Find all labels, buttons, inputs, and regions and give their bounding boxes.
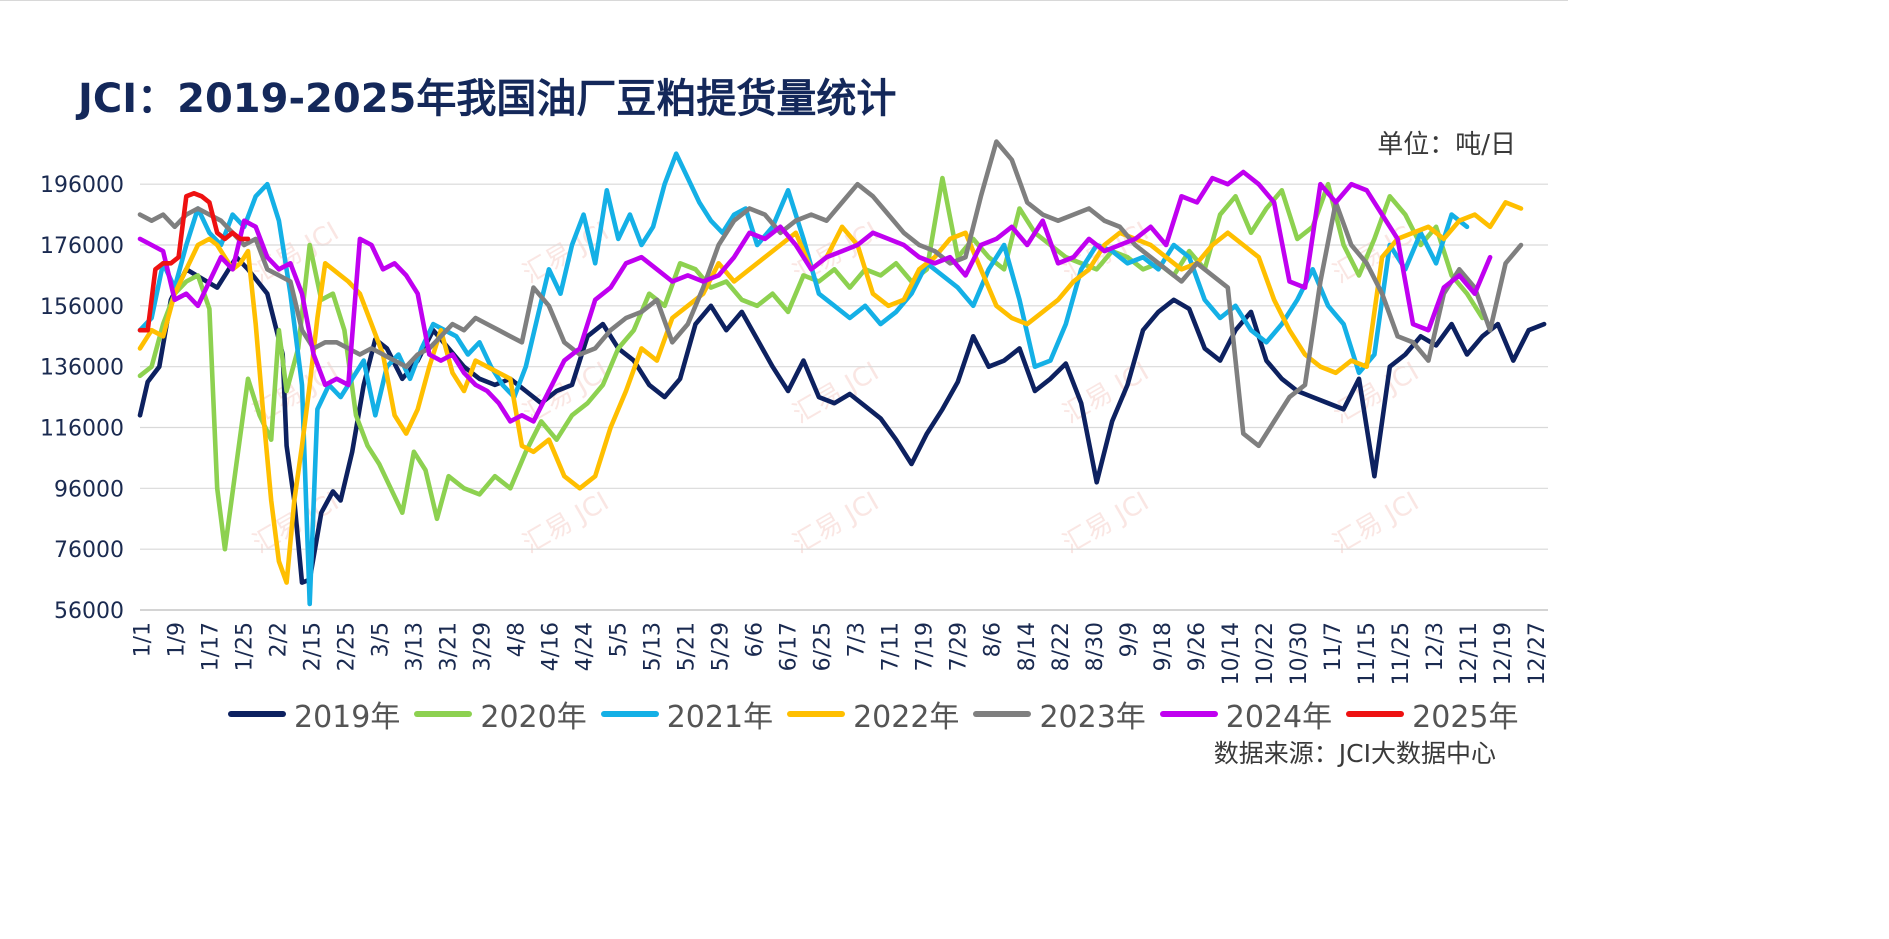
legend-label: 2021年 bbox=[666, 700, 774, 735]
series-line-2020年 bbox=[137, 175, 1485, 552]
legend-label: 2020年 bbox=[480, 700, 587, 735]
legend-label: 2019年 bbox=[294, 700, 401, 735]
x-tick-label: 3/21 bbox=[437, 622, 462, 671]
legend-item: 2024年 bbox=[1159, 692, 1333, 736]
y-tick-label: 136000 bbox=[40, 356, 124, 381]
x-tick-label: 3/5 bbox=[369, 622, 394, 657]
x-tick-label: 1/25 bbox=[233, 622, 258, 671]
x-tick-label: 7/19 bbox=[913, 622, 938, 671]
x-tick-label: 5/5 bbox=[607, 622, 632, 657]
legend-swatch bbox=[787, 711, 846, 717]
unit-label: 单位：吨/日 bbox=[1377, 130, 1516, 160]
legend-label: 2025年 bbox=[1412, 700, 1519, 735]
x-tick-label: 5/29 bbox=[709, 622, 734, 671]
x-tick-label: 12/27 bbox=[1525, 622, 1550, 685]
x-tick-label: 7/29 bbox=[947, 622, 972, 671]
legend-item: 2019年 bbox=[228, 692, 400, 736]
x-tick-label: 9/18 bbox=[1151, 622, 1176, 671]
x-tick-label: 12/3 bbox=[1423, 622, 1448, 671]
x-tick-label: 7/11 bbox=[879, 622, 904, 671]
x-tick-label: 1/9 bbox=[165, 622, 190, 657]
x-tick-label: 6/6 bbox=[743, 622, 768, 657]
x-tick-label: 10/22 bbox=[1253, 622, 1278, 685]
x-tick-label: 1/1 bbox=[131, 622, 156, 657]
y-tick-label: 196000 bbox=[40, 173, 124, 198]
x-tick-label: 11/7 bbox=[1321, 622, 1346, 671]
x-tick-label: 11/25 bbox=[1389, 622, 1414, 685]
y-tick-label: 116000 bbox=[40, 417, 124, 442]
x-tick-label: 12/11 bbox=[1457, 622, 1482, 685]
legend-swatch bbox=[414, 711, 473, 717]
legend-item: 2023年 bbox=[973, 692, 1146, 736]
x-tick-label: 3/29 bbox=[471, 622, 496, 671]
x-axis: 1/1 1/9 1/17 1/25 2/2 2/15 2/25 3/5 3/13 3/21 3/29… bbox=[131, 609, 1550, 685]
legend-swatch bbox=[1346, 711, 1405, 717]
y-tick-label: 96000 bbox=[54, 477, 124, 502]
series-line-2022年 bbox=[137, 200, 1524, 585]
legend-item: 2025年 bbox=[1346, 692, 1519, 736]
y-tick-label: 76000 bbox=[54, 538, 124, 563]
chart-title: JCI：2019-2025年我国油厂豆粕提货量统计 bbox=[78, 76, 897, 122]
x-tick-label: 6/17 bbox=[777, 622, 802, 671]
x-tick-label: 3/13 bbox=[403, 622, 428, 671]
x-tick-label: 6/25 bbox=[811, 622, 836, 671]
watermark: 汇易 JCI bbox=[1058, 217, 1154, 290]
x-tick-label: 4/16 bbox=[539, 622, 564, 671]
top-border bbox=[0, 0, 1568, 1]
legend-label: 2022年 bbox=[853, 700, 960, 735]
legend-swatch bbox=[600, 711, 659, 717]
series-layer bbox=[137, 139, 1547, 607]
legend-item: 2021年 bbox=[600, 692, 774, 736]
x-tick-label: 9/9 bbox=[1117, 622, 1142, 657]
x-tick-label: 8/22 bbox=[1049, 622, 1074, 671]
x-tick-label: 10/14 bbox=[1219, 622, 1244, 685]
watermark: 汇易 JCI bbox=[1058, 357, 1154, 430]
data-source: 数据来源：JCI大数据中心 bbox=[1213, 739, 1496, 768]
x-tick-label: 8/30 bbox=[1083, 622, 1108, 671]
x-tick-label: 9/26 bbox=[1185, 622, 1210, 671]
x-tick-label: 2/2 bbox=[267, 622, 292, 657]
legend: 2019年 2020年 2021年 2022年 2023年 2024年 2025年 bbox=[228, 692, 1533, 736]
x-tick-label: 2/15 bbox=[301, 622, 326, 671]
y-axis: 56000 76000 96000 116000 136000 156000 176000 1… bbox=[40, 173, 124, 624]
x-tick-label: 4/8 bbox=[505, 622, 530, 657]
x-tick-label: 1/17 bbox=[199, 622, 224, 671]
legend-label: 2023年 bbox=[1039, 700, 1146, 735]
legend-swatch bbox=[973, 711, 1032, 717]
x-tick-label: 7/3 bbox=[845, 622, 870, 657]
y-tick-label: 156000 bbox=[40, 295, 124, 320]
x-tick-label: 2/25 bbox=[335, 622, 360, 671]
y-tick-label: 56000 bbox=[54, 599, 124, 624]
x-tick-label: 4/24 bbox=[573, 622, 598, 671]
x-tick-label: 12/19 bbox=[1491, 622, 1516, 685]
legend-item: 2020年 bbox=[414, 692, 587, 736]
series-line-2023年 bbox=[137, 139, 1524, 449]
x-tick-label: 11/15 bbox=[1355, 622, 1380, 685]
legend-swatch bbox=[228, 711, 286, 717]
x-tick-label: 5/21 bbox=[675, 622, 700, 671]
legend-item: 2022年 bbox=[787, 692, 959, 736]
legend-label: 2024年 bbox=[1225, 700, 1333, 735]
series-line-2025年 bbox=[137, 191, 251, 333]
legend-swatch bbox=[1159, 711, 1218, 717]
series-line-2024年 bbox=[137, 169, 1493, 424]
x-tick-label: 8/6 bbox=[981, 622, 1006, 657]
x-tick-label: 8/14 bbox=[1015, 622, 1040, 671]
x-tick-label: 10/30 bbox=[1287, 622, 1312, 685]
y-tick-label: 176000 bbox=[40, 234, 124, 259]
x-tick-label: 5/13 bbox=[641, 622, 666, 671]
series-line-2021年 bbox=[137, 151, 1470, 607]
